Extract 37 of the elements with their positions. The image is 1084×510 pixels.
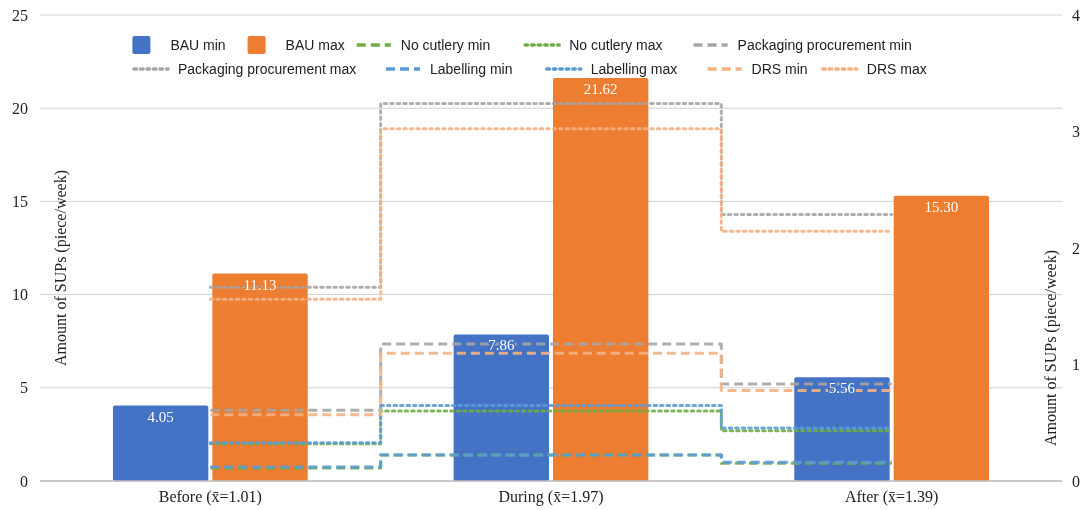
y-tick-label: 10 <box>12 286 28 304</box>
bar <box>553 78 649 481</box>
legend-label: Packaging procurement max <box>178 60 357 77</box>
data-label: 11.13 <box>243 276 277 293</box>
y-tick-label: 15 <box>12 193 28 210</box>
legend-label: DRS min <box>751 60 808 77</box>
y-axis-title: Amount of SUPs (piece/week) <box>52 170 70 366</box>
legend-label: Labelling min <box>430 60 513 77</box>
legend-label: No cutlery max <box>569 36 663 53</box>
legend-label: BAU max <box>285 36 345 53</box>
y-tick-label: 20 <box>12 99 28 117</box>
y2-tick-label: 1 <box>1072 356 1080 374</box>
bar <box>893 195 990 481</box>
data-label: 15.30 <box>924 198 959 215</box>
data-label: 5.56 <box>828 380 856 397</box>
y-tick-label: 0 <box>20 472 28 490</box>
y2-tick-label: 4 <box>1072 6 1080 24</box>
x-tick-label: After (x̄=1.39) <box>844 488 939 506</box>
y-tick-label: 25 <box>12 6 28 24</box>
legend-label: Packaging procurement min <box>737 36 912 53</box>
legend-label: BAU min <box>170 36 226 53</box>
data-label: 4.05 <box>147 408 174 425</box>
y2-tick-label: 2 <box>1072 239 1080 257</box>
y-tick-label: 5 <box>20 379 28 397</box>
y2-tick-label: 3 <box>1072 123 1080 141</box>
data-label: 21.62 <box>583 81 618 97</box>
legend-label: Labelling max <box>590 60 678 77</box>
bar <box>212 273 308 481</box>
data-label: 7.86 <box>488 337 515 354</box>
bar <box>112 405 209 481</box>
bar <box>453 334 549 481</box>
x-tick-label: During (x̄=1.97) <box>498 488 604 506</box>
y2-tick-label: 0 <box>1072 472 1080 490</box>
legend-label: No cutlery min <box>400 36 491 53</box>
y2-axis-title: Amount of SUPs (piece/week) <box>1042 250 1060 446</box>
x-tick-label: Before (x̄=1.01) <box>158 488 262 506</box>
legend-label: DRS max <box>866 60 927 77</box>
